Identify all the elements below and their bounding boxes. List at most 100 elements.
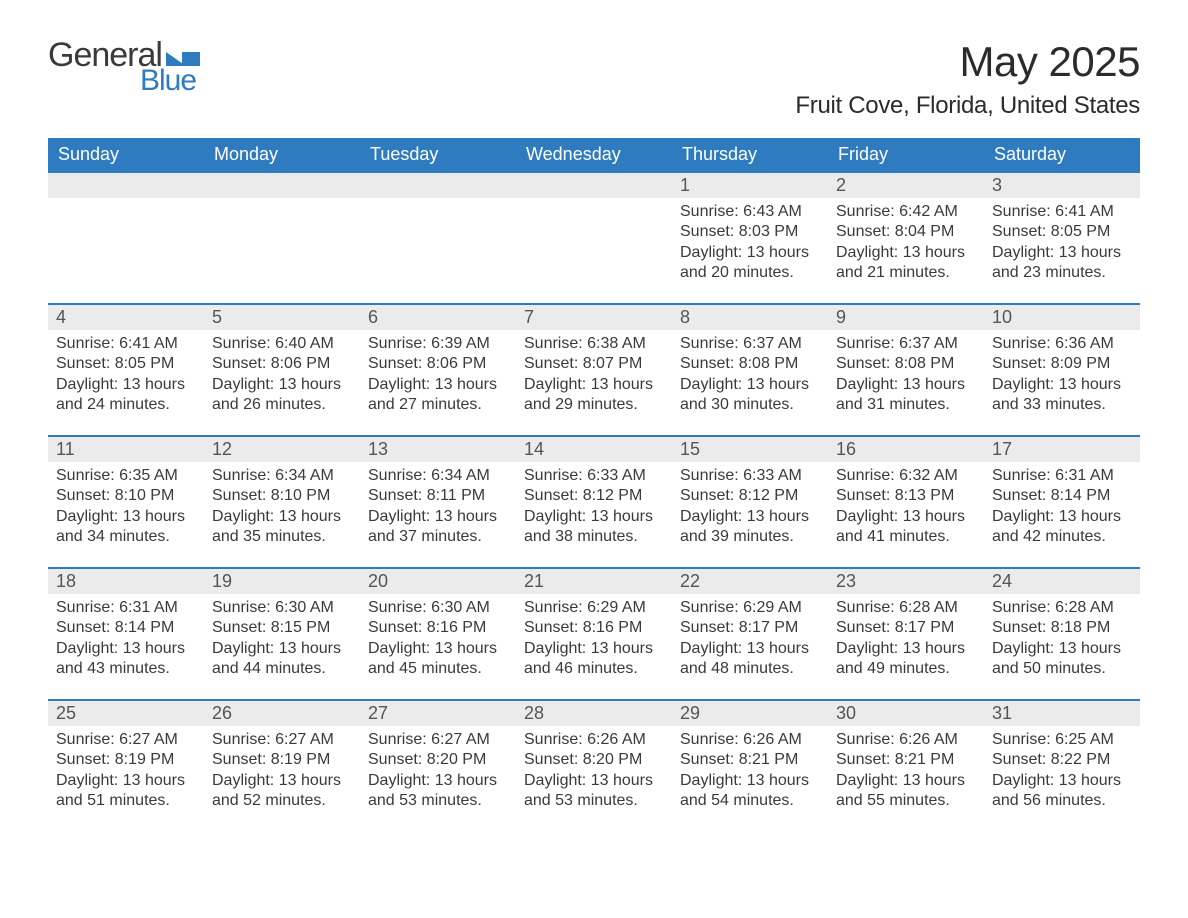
sunset-line-label: Sunset: xyxy=(56,487,115,504)
sunrise-line-value: 6:33 AM xyxy=(587,467,646,484)
daylight-line: Daylight: 13 hours and 51 minutes. xyxy=(56,771,196,812)
calendar-day-cell: 17Sunrise: 6:31 AMSunset: 8:14 PMDayligh… xyxy=(984,437,1140,557)
sunset-line: Sunset: 8:10 PM xyxy=(212,486,352,506)
daylight-line: Daylight: 13 hours and 39 minutes. xyxy=(680,507,820,548)
sunrise-line: Sunrise: 6:26 AM xyxy=(836,730,976,750)
daylight-line: Daylight: 13 hours and 34 minutes. xyxy=(56,507,196,548)
calendar-day-cell: 3Sunrise: 6:41 AMSunset: 8:05 PMDaylight… xyxy=(984,173,1140,293)
daylight-label: Daylight: xyxy=(992,508,1059,525)
sunrise-line-label: Sunrise: xyxy=(680,203,743,220)
daylight-label: Daylight: xyxy=(212,508,279,525)
day-details: Sunrise: 6:29 AMSunset: 8:17 PMDaylight:… xyxy=(672,594,828,680)
sunset-line: Sunset: 8:14 PM xyxy=(56,618,196,638)
sunrise-line-label: Sunrise: xyxy=(212,731,275,748)
sunrise-line: Sunrise: 6:32 AM xyxy=(836,466,976,486)
sunset-line-label: Sunset: xyxy=(680,751,739,768)
day-number: 8 xyxy=(672,305,828,330)
daylight-label: Daylight: xyxy=(836,376,903,393)
sunrise-line-value: 6:37 AM xyxy=(899,335,958,352)
daylight-line: Daylight: 13 hours and 37 minutes. xyxy=(368,507,508,548)
daylight-label: Daylight: xyxy=(836,508,903,525)
calendar-day-cell: 24Sunrise: 6:28 AMSunset: 8:18 PMDayligh… xyxy=(984,569,1140,689)
sunrise-line-value: 6:33 AM xyxy=(743,467,802,484)
weekday-header: Monday xyxy=(204,138,360,173)
sunset-line: Sunset: 8:22 PM xyxy=(992,750,1132,770)
sunset-line-value: 8:16 PM xyxy=(583,619,643,636)
logo-mark-icon xyxy=(166,46,202,66)
sunset-line: Sunset: 8:04 PM xyxy=(836,222,976,242)
day-number xyxy=(516,173,672,198)
sunrise-line-label: Sunrise: xyxy=(368,599,431,616)
sunset-line-label: Sunset: xyxy=(368,487,427,504)
sunset-line-label: Sunset: xyxy=(836,487,895,504)
sunset-line-value: 8:12 PM xyxy=(583,487,643,504)
sunset-line-value: 8:09 PM xyxy=(1051,355,1111,372)
daylight-label: Daylight: xyxy=(992,244,1059,261)
calendar-day-cell: 11Sunrise: 6:35 AMSunset: 8:10 PMDayligh… xyxy=(48,437,204,557)
day-number: 31 xyxy=(984,701,1140,726)
sunrise-line-value: 6:36 AM xyxy=(1055,335,1114,352)
sunrise-line-value: 6:29 AM xyxy=(743,599,802,616)
calendar-day-cell: 16Sunrise: 6:32 AMSunset: 8:13 PMDayligh… xyxy=(828,437,984,557)
sunrise-line-label: Sunrise: xyxy=(212,335,275,352)
sunset-line-value: 8:17 PM xyxy=(895,619,955,636)
sunset-line: Sunset: 8:07 PM xyxy=(524,354,664,374)
sunset-line: Sunset: 8:13 PM xyxy=(836,486,976,506)
daylight-line: Daylight: 13 hours and 43 minutes. xyxy=(56,639,196,680)
weekday-header: Sunday xyxy=(48,138,204,173)
calendar-day-cell: 20Sunrise: 6:30 AMSunset: 8:16 PMDayligh… xyxy=(360,569,516,689)
sunrise-line-value: 6:34 AM xyxy=(431,467,490,484)
sunrise-line-label: Sunrise: xyxy=(680,599,743,616)
sunrise-line-label: Sunrise: xyxy=(56,599,119,616)
daylight-label: Daylight: xyxy=(524,772,591,789)
daylight-label: Daylight: xyxy=(836,772,903,789)
sunset-line-value: 8:17 PM xyxy=(739,619,799,636)
daylight-label: Daylight: xyxy=(680,772,747,789)
calendar-day-cell: 12Sunrise: 6:34 AMSunset: 8:10 PMDayligh… xyxy=(204,437,360,557)
day-details: Sunrise: 6:31 AMSunset: 8:14 PMDaylight:… xyxy=(48,594,204,680)
calendar-empty-cell xyxy=(516,173,672,293)
calendar-day-cell: 2Sunrise: 6:42 AMSunset: 8:04 PMDaylight… xyxy=(828,173,984,293)
sunset-line: Sunset: 8:03 PM xyxy=(680,222,820,242)
day-details: Sunrise: 6:33 AMSunset: 8:12 PMDaylight:… xyxy=(672,462,828,548)
sunrise-line: Sunrise: 6:35 AM xyxy=(56,466,196,486)
day-details: Sunrise: 6:33 AMSunset: 8:12 PMDaylight:… xyxy=(516,462,672,548)
daylight-label: Daylight: xyxy=(680,376,747,393)
daylight-label: Daylight: xyxy=(368,508,435,525)
sunrise-line-label: Sunrise: xyxy=(56,467,119,484)
sunset-line: Sunset: 8:05 PM xyxy=(992,222,1132,242)
daylight-line: Daylight: 13 hours and 20 minutes. xyxy=(680,243,820,284)
daylight-label: Daylight: xyxy=(212,376,279,393)
sunset-line-value: 8:10 PM xyxy=(115,487,175,504)
weekday-header: Friday xyxy=(828,138,984,173)
sunrise-line-value: 6:37 AM xyxy=(743,335,802,352)
sunrise-line-label: Sunrise: xyxy=(368,335,431,352)
sunrise-line: Sunrise: 6:42 AM xyxy=(836,202,976,222)
day-details: Sunrise: 6:27 AMSunset: 8:19 PMDaylight:… xyxy=(204,726,360,812)
day-number: 14 xyxy=(516,437,672,462)
sunset-line-label: Sunset: xyxy=(212,487,271,504)
day-details: Sunrise: 6:37 AMSunset: 8:08 PMDaylight:… xyxy=(672,330,828,416)
day-details xyxy=(204,198,360,202)
sunset-line-value: 8:05 PM xyxy=(115,355,175,372)
sunrise-line: Sunrise: 6:25 AM xyxy=(992,730,1132,750)
sunrise-line-value: 6:42 AM xyxy=(899,203,958,220)
sunset-line-value: 8:06 PM xyxy=(427,355,487,372)
sunrise-line-label: Sunrise: xyxy=(992,203,1055,220)
sunset-line: Sunset: 8:11 PM xyxy=(368,486,508,506)
sunrise-line-value: 6:28 AM xyxy=(1055,599,1114,616)
calendar-day-cell: 4Sunrise: 6:41 AMSunset: 8:05 PMDaylight… xyxy=(48,305,204,425)
sunrise-line: Sunrise: 6:29 AM xyxy=(680,598,820,618)
sunrise-line-value: 6:41 AM xyxy=(119,335,178,352)
calendar-day-cell: 29Sunrise: 6:26 AMSunset: 8:21 PMDayligh… xyxy=(672,701,828,821)
day-details: Sunrise: 6:32 AMSunset: 8:13 PM Daylight:… xyxy=(828,462,984,548)
day-details: Sunrise: 6:37 AMSunset: 8:08 PMDaylight:… xyxy=(828,330,984,416)
sunrise-line-value: 6:39 AM xyxy=(431,335,490,352)
sunset-line-label: Sunset: xyxy=(992,751,1051,768)
day-details: Sunrise: 6:31 AMSunset: 8:14 PMDaylight:… xyxy=(984,462,1140,548)
sunset-line: Sunset: 8:17 PM xyxy=(680,618,820,638)
daylight-line: Daylight: 13 hours and 53 minutes. xyxy=(368,771,508,812)
sunrise-line-label: Sunrise: xyxy=(992,335,1055,352)
sunset-line-label: Sunset: xyxy=(524,355,583,372)
sunrise-line: Sunrise: 6:29 AM xyxy=(524,598,664,618)
